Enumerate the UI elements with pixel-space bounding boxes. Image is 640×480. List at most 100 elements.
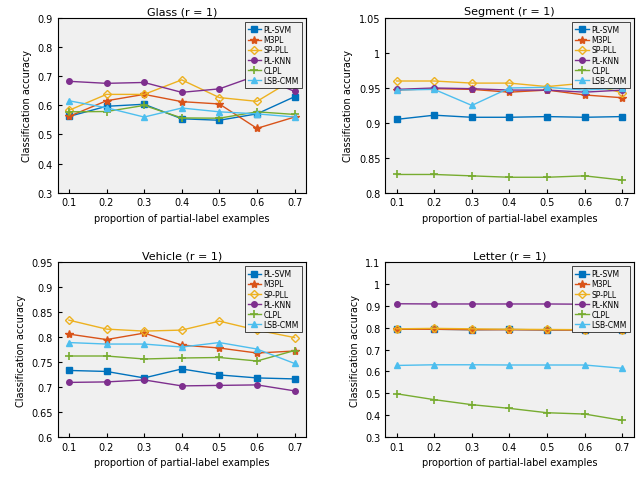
- PL-KNN: [468, 86, 476, 92]
- PL-SVM: [102, 369, 110, 374]
- Line: M3PL: M3PL: [65, 329, 299, 358]
- PL-KNN: [291, 388, 298, 394]
- PL-SVM: [102, 104, 110, 110]
- CLPL: [65, 110, 73, 116]
- M3PL: [102, 337, 110, 343]
- SP-PLL: [506, 327, 513, 333]
- Line: LSB-CMM: LSB-CMM: [66, 99, 298, 120]
- CLPL: [430, 172, 438, 178]
- Line: PL-KNN: PL-KNN: [394, 301, 625, 315]
- SP-PLL: [178, 78, 186, 84]
- Y-axis label: Classification accuracy: Classification accuracy: [15, 294, 26, 406]
- LSB-CMM: [506, 362, 513, 368]
- PL-SVM: [140, 375, 148, 381]
- CLPL: [102, 353, 110, 359]
- SP-PLL: [102, 326, 110, 332]
- LSB-CMM: [216, 110, 223, 116]
- LSB-CMM: [65, 340, 73, 346]
- X-axis label: proportion of partial-label examples: proportion of partial-label examples: [422, 457, 597, 467]
- Line: PL-KNN: PL-KNN: [394, 86, 625, 96]
- SP-PLL: [65, 318, 73, 324]
- LSB-CMM: [543, 362, 551, 368]
- PL-KNN: [216, 87, 223, 93]
- CLPL: [178, 116, 186, 121]
- PL-KNN: [581, 90, 589, 96]
- Line: CLPL: CLPL: [65, 102, 299, 123]
- Title: Glass (r = 1): Glass (r = 1): [147, 7, 217, 17]
- M3PL: [65, 114, 73, 120]
- PL-KNN: [618, 88, 626, 94]
- Line: LSB-CMM: LSB-CMM: [66, 340, 298, 367]
- CLPL: [216, 355, 223, 360]
- PL-SVM: [140, 102, 148, 108]
- M3PL: [543, 327, 551, 333]
- SP-PLL: [506, 81, 513, 87]
- M3PL: [140, 331, 148, 336]
- M3PL: [393, 88, 401, 94]
- M3PL: [618, 96, 626, 101]
- PL-KNN: [253, 73, 261, 79]
- M3PL: [468, 87, 476, 93]
- PL-KNN: [618, 310, 626, 316]
- LSB-CMM: [140, 341, 148, 347]
- CLPL: [618, 418, 626, 423]
- LSB-CMM: [618, 86, 626, 92]
- SP-PLL: [291, 335, 298, 341]
- SP-PLL: [216, 96, 223, 101]
- LSB-CMM: [291, 361, 298, 367]
- Legend: PL-SVM, M3PL, SP-PLL, PL-KNN, CLPL, LSB-CMM: PL-SVM, M3PL, SP-PLL, PL-KNN, CLPL, LSB-…: [244, 23, 302, 89]
- Line: M3PL: M3PL: [392, 325, 627, 335]
- LSB-CMM: [468, 362, 476, 368]
- Line: PL-SVM: PL-SVM: [66, 366, 298, 382]
- PL-SVM: [393, 327, 401, 333]
- M3PL: [178, 99, 186, 105]
- PL-KNN: [178, 90, 186, 96]
- LSB-CMM: [253, 112, 261, 118]
- SP-PLL: [430, 79, 438, 85]
- LSB-CMM: [581, 88, 589, 94]
- LSB-CMM: [140, 115, 148, 120]
- PL-SVM: [468, 327, 476, 333]
- PL-SVM: [581, 115, 589, 121]
- Line: PL-SVM: PL-SVM: [394, 327, 625, 333]
- X-axis label: proportion of partial-label examples: proportion of partial-label examples: [94, 457, 269, 467]
- PL-SVM: [253, 112, 261, 118]
- PL-KNN: [393, 87, 401, 93]
- Legend: PL-SVM, M3PL, SP-PLL, PL-KNN, CLPL, LSB-CMM: PL-SVM, M3PL, SP-PLL, PL-KNN, CLPL, LSB-…: [572, 23, 630, 89]
- SP-PLL: [468, 326, 476, 332]
- CLPL: [253, 359, 261, 364]
- CLPL: [291, 348, 298, 354]
- PL-SVM: [393, 117, 401, 123]
- CLPL: [216, 116, 223, 122]
- SP-PLL: [543, 327, 551, 333]
- SP-PLL: [253, 327, 261, 333]
- SP-PLL: [393, 79, 401, 85]
- LSB-CMM: [253, 347, 261, 352]
- LSB-CMM: [393, 363, 401, 369]
- CLPL: [393, 391, 401, 397]
- CLPL: [65, 353, 73, 359]
- CLPL: [581, 174, 589, 180]
- M3PL: [178, 342, 186, 348]
- PL-KNN: [506, 88, 513, 94]
- Line: PL-SVM: PL-SVM: [66, 95, 298, 124]
- LSB-CMM: [65, 99, 73, 105]
- M3PL: [291, 348, 298, 354]
- SP-PLL: [140, 92, 148, 98]
- PL-SVM: [291, 376, 298, 382]
- CLPL: [102, 109, 110, 115]
- Title: Vehicle (r = 1): Vehicle (r = 1): [141, 251, 222, 261]
- PL-KNN: [140, 377, 148, 383]
- CLPL: [468, 402, 476, 408]
- LSB-CMM: [178, 345, 186, 350]
- M3PL: [102, 99, 110, 105]
- Y-axis label: Classification accuracy: Classification accuracy: [349, 294, 360, 406]
- Line: CLPL: CLPL: [65, 347, 299, 365]
- CLPL: [178, 355, 186, 361]
- LSB-CMM: [506, 86, 513, 92]
- CLPL: [543, 410, 551, 416]
- SP-PLL: [140, 328, 148, 334]
- Line: PL-KNN: PL-KNN: [66, 377, 298, 394]
- X-axis label: proportion of partial-label examples: proportion of partial-label examples: [94, 214, 269, 224]
- M3PL: [430, 327, 438, 333]
